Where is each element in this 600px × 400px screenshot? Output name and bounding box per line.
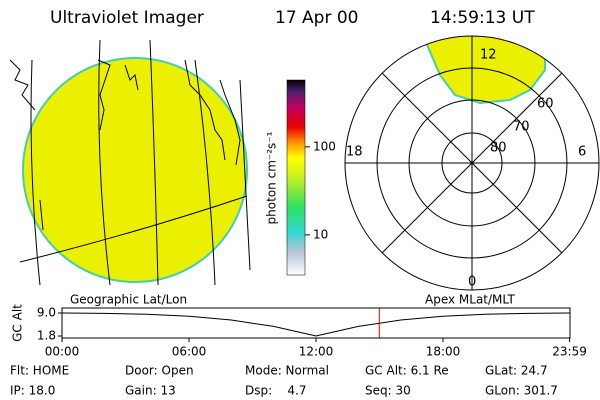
status-field: Seq: 30: [365, 384, 411, 398]
status-field: GLat: 24.7: [485, 364, 548, 378]
polar: [344, 35, 600, 291]
time: 14:59:13 UT: [430, 8, 535, 28]
timeline-frame: [61, 307, 571, 339]
x-tick-label: 06:00: [172, 345, 207, 359]
y-tick-label: 1.8: [37, 329, 56, 343]
status-field: GLon: 301.7: [485, 384, 558, 398]
status-field: IP: 18.0: [10, 384, 55, 398]
map: [9, 39, 251, 286]
colorbar-label: photon cm⁻²s⁻¹: [265, 131, 279, 224]
x-tick-label: 23:59: [552, 345, 587, 359]
ring-label: 80: [490, 141, 507, 156]
x-tick-label: 12:00: [299, 345, 334, 359]
timeline-title: Geographic Lat/Lon: [70, 293, 187, 307]
colorbar: [286, 79, 306, 276]
ring-label: 70: [513, 120, 530, 135]
y-axis-label: GC Alt: [11, 304, 25, 342]
status-field: Door: Open: [125, 364, 194, 378]
timeline-title: Apex MLat/MLT: [425, 293, 515, 307]
x-tick-label: 00:00: [45, 345, 80, 359]
mlt-label: 18: [346, 145, 363, 160]
ring-label: 60: [537, 97, 554, 112]
colorbar-tick-label: 100: [313, 139, 336, 153]
status-field: GC Alt: 6.1 Re: [365, 364, 449, 378]
status-field: Mode: Normal: [245, 364, 329, 378]
mlt-label: 6: [578, 145, 586, 160]
status-field: Dsp: 4.7: [245, 384, 307, 398]
title: Ultraviolet Imager: [50, 8, 204, 28]
date: 17 Apr 00: [275, 8, 358, 28]
y-tick-label: 9.0: [37, 306, 56, 320]
colorbar-tick-label: 10: [313, 227, 328, 241]
status-field: Flt: HOME: [10, 364, 69, 378]
altitude-line: [61, 312, 571, 337]
status-field: Gain: 13: [125, 384, 176, 398]
mlt-label: 0: [468, 275, 476, 290]
x-tick-label: 18:00: [426, 345, 461, 359]
mlt-label: 12: [480, 48, 497, 63]
